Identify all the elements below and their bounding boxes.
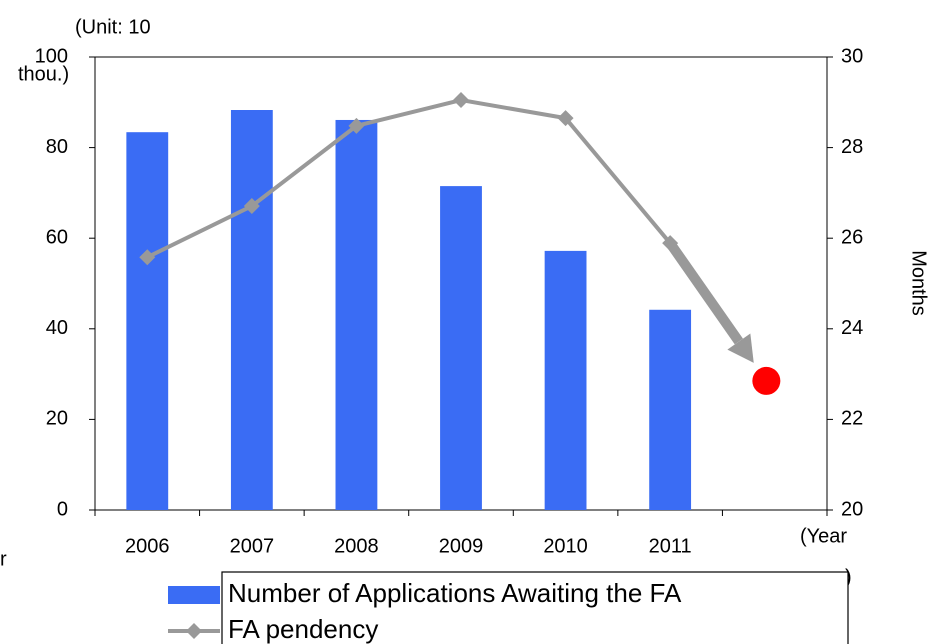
y2-tick-label: 24 xyxy=(841,317,863,339)
y2-tick-label: 22 xyxy=(841,408,863,430)
trend-arrow-head xyxy=(727,333,754,363)
clipped-text: r xyxy=(0,548,7,570)
y-tick-label: 60 xyxy=(46,226,68,248)
bar xyxy=(126,132,169,510)
x-tick-label: 2007 xyxy=(230,535,275,557)
y-tick-label: 100 xyxy=(35,45,68,67)
x-tick-label: 2006 xyxy=(125,535,170,557)
trend-arrow xyxy=(666,240,743,345)
bar xyxy=(544,250,587,510)
y2-tick-label: 30 xyxy=(841,45,863,67)
x-tick-label: 2010 xyxy=(543,535,588,557)
line-marker xyxy=(139,249,156,266)
x-tick-label: 2008 xyxy=(334,535,379,557)
bar xyxy=(649,309,692,510)
line-marker xyxy=(453,92,469,109)
y-tick-label: 40 xyxy=(46,317,68,339)
line xyxy=(146,97,672,260)
bar xyxy=(440,186,482,511)
x-tick-label: 2009 xyxy=(439,535,484,557)
legend-label: Number of Applications Awaiting the FA xyxy=(228,578,682,608)
y2-tick-label: 26 xyxy=(841,226,863,248)
y2-tick-label: 28 xyxy=(841,136,863,158)
y-tick-label: 80 xyxy=(46,136,68,158)
x-tick-label: 2011 xyxy=(649,535,692,557)
legend-swatch xyxy=(186,623,202,639)
unit-label: thou.) xyxy=(18,63,69,85)
y-tick-label: 20 xyxy=(46,408,68,430)
line-marker xyxy=(243,198,260,215)
y2-tick-label: 20 xyxy=(841,498,863,520)
line-marker xyxy=(348,117,365,134)
target-point xyxy=(752,366,781,395)
bar xyxy=(230,110,273,510)
x-axis-label: (Year xyxy=(800,525,847,547)
legend-label: FA pendency xyxy=(228,614,378,644)
unit-label: (Unit: 10 xyxy=(75,16,151,38)
legend-swatch xyxy=(168,586,220,604)
bar xyxy=(335,119,378,510)
line-marker xyxy=(557,110,574,127)
legend-box xyxy=(221,571,849,644)
y2-axis-label: Months xyxy=(908,250,930,316)
y-tick-label: 0 xyxy=(57,498,68,520)
